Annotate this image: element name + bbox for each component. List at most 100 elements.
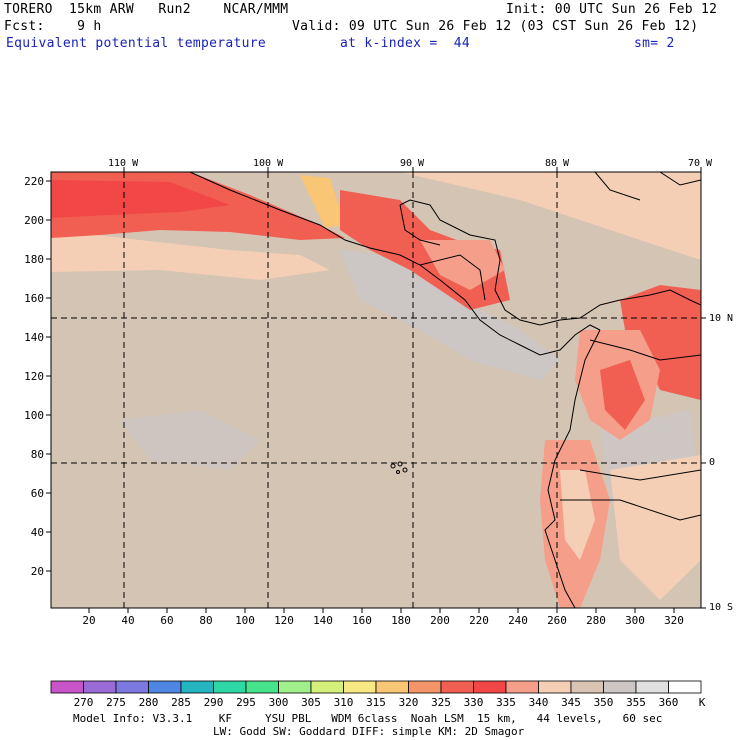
x-tick-140: 140 — [313, 614, 333, 627]
peach-region-amazon — [610, 455, 701, 600]
colorbar-level-label: 360 — [658, 696, 679, 709]
border-line — [589, 339, 701, 361]
colorbar-swatch — [245, 680, 279, 694]
colorbar-swatch — [375, 680, 409, 694]
init-time: Init: 00 UTC Sun 26 Feb 12 — [506, 2, 718, 17]
colorbar-level-label: 305 — [301, 696, 321, 709]
y-tick-220: 220 — [24, 175, 44, 188]
colorbar-swatch — [603, 680, 637, 694]
colorbar-level-label: 290 — [203, 696, 224, 709]
x-tick-240: 240 — [508, 614, 528, 627]
graticule — [51, 172, 701, 608]
y-tick-40: 40 — [30, 526, 44, 539]
x-tick-160: 160 — [352, 614, 372, 627]
x-tick-80: 80 — [199, 614, 213, 627]
colorbar-level-label: 315 — [366, 696, 386, 709]
salmon-patch — [420, 240, 505, 290]
colorbar-level-label: 345 — [561, 696, 581, 709]
colorbar-swatch — [310, 680, 344, 694]
y-tick-60: 60 — [30, 487, 44, 500]
x-tick-100: 100 — [235, 614, 255, 627]
x-tick-180: 180 — [391, 614, 411, 627]
model-info-line1: Model Info: V3.3.1 KF YSU PBL WDM 6class… — [73, 712, 663, 725]
lat-label-10n: 10 N — [709, 313, 734, 324]
gray-patch — [340, 250, 560, 380]
galapagos-island — [402, 467, 408, 473]
colorbar-swatch — [635, 680, 669, 694]
x-tick-280: 280 — [586, 614, 606, 627]
x-tick-320: 320 — [664, 614, 684, 627]
forecast-hour: Fcst: 9 h — [4, 19, 102, 34]
x-tick-20: 20 — [82, 614, 96, 627]
south-america-coastline — [544, 329, 601, 608]
border-line — [579, 469, 701, 481]
tick-marks — [46, 167, 706, 613]
venezuela-coastline — [619, 289, 701, 306]
field-name: Equivalent potential temperature — [6, 36, 267, 51]
y-tick-140: 140 — [24, 331, 44, 344]
lon-label-110w: 110 W — [108, 158, 139, 169]
colorbar-swatch — [473, 680, 507, 694]
colorbar-swatch — [408, 680, 442, 694]
colorbar-level-label: 335 — [496, 696, 516, 709]
colorbar-level-label: 320 — [398, 696, 419, 709]
colorbar-level-label: 300 — [268, 696, 289, 709]
y-tick-160: 160 — [24, 292, 44, 305]
cuba-coastline — [659, 172, 701, 186]
x-tick-40: 40 — [121, 614, 135, 627]
plot-frame — [50, 171, 702, 609]
galapagos-island — [396, 470, 400, 474]
x-tick-200: 200 — [430, 614, 450, 627]
y-tick-20: 20 — [30, 565, 44, 578]
y-tick-180: 180 — [24, 253, 44, 266]
y-tick-80: 80 — [30, 448, 44, 461]
colorbar-swatch — [505, 680, 539, 694]
gray-patch — [120, 410, 260, 470]
colorbar-level-label: 350 — [593, 696, 614, 709]
lon-label-70w: 70 W — [688, 158, 713, 169]
red-patch-colombia — [600, 360, 645, 430]
peach-band-north — [51, 172, 701, 260]
lon-label-90w: 90 W — [400, 158, 425, 169]
y-tick-100: 100 — [24, 409, 44, 422]
red-region-venezuela — [620, 285, 701, 400]
colorbar — [50, 680, 702, 694]
peach-band-pacific — [51, 230, 330, 280]
colorbar-swatch — [213, 680, 247, 694]
colorbar-swatch — [180, 680, 214, 694]
colorbar-level-label: 275 — [106, 696, 126, 709]
lat-label-10s: 10 S — [709, 602, 734, 613]
colorbar-swatch — [148, 680, 182, 694]
colorbar-level-label: 295 — [236, 696, 256, 709]
colorbar-level-label: 270 — [73, 696, 94, 709]
colorbar-level-label: 330 — [463, 696, 484, 709]
lon-label-80w: 80 W — [545, 158, 570, 169]
run-title: TORERO 15km ARW Run2 NCAR/MMM — [4, 2, 289, 17]
caribbean-island-coast — [594, 172, 641, 201]
x-tick-120: 120 — [274, 614, 294, 627]
colorbar-swatch — [83, 680, 117, 694]
x-tick-220: 220 — [469, 614, 489, 627]
colorbar-level-label: 280 — [138, 696, 159, 709]
border-line — [560, 499, 701, 521]
colorbar-swatch — [343, 680, 377, 694]
caribbean-coastline — [399, 199, 621, 326]
coastlines — [189, 172, 701, 608]
border-line — [419, 254, 486, 301]
colorbar-level-label: 310 — [333, 696, 354, 709]
pacific-coastline — [189, 172, 601, 356]
y-tick-120: 120 — [24, 370, 44, 383]
level-label: at k-index = 44 — [340, 36, 471, 51]
equivalent-potential-temperature-field — [51, 172, 701, 608]
model-info-line2: LW: Godd SW: Goddard DIFF: simple KM: 2D… — [213, 725, 525, 738]
orange-streak — [300, 175, 345, 228]
colorbar-level-label: 325 — [431, 696, 451, 709]
lon-label-100w: 100 W — [253, 158, 284, 169]
colorbar-swatch — [440, 680, 474, 694]
colorbar-level-label: 285 — [171, 696, 191, 709]
colorbar-swatch — [50, 680, 84, 694]
valid-time: Valid: 09 UTC Sun 26 Feb 12 (03 CST Sun … — [292, 19, 699, 34]
colorbar-level-label: 340 — [528, 696, 549, 709]
colorbar-unit: K — [698, 696, 706, 709]
